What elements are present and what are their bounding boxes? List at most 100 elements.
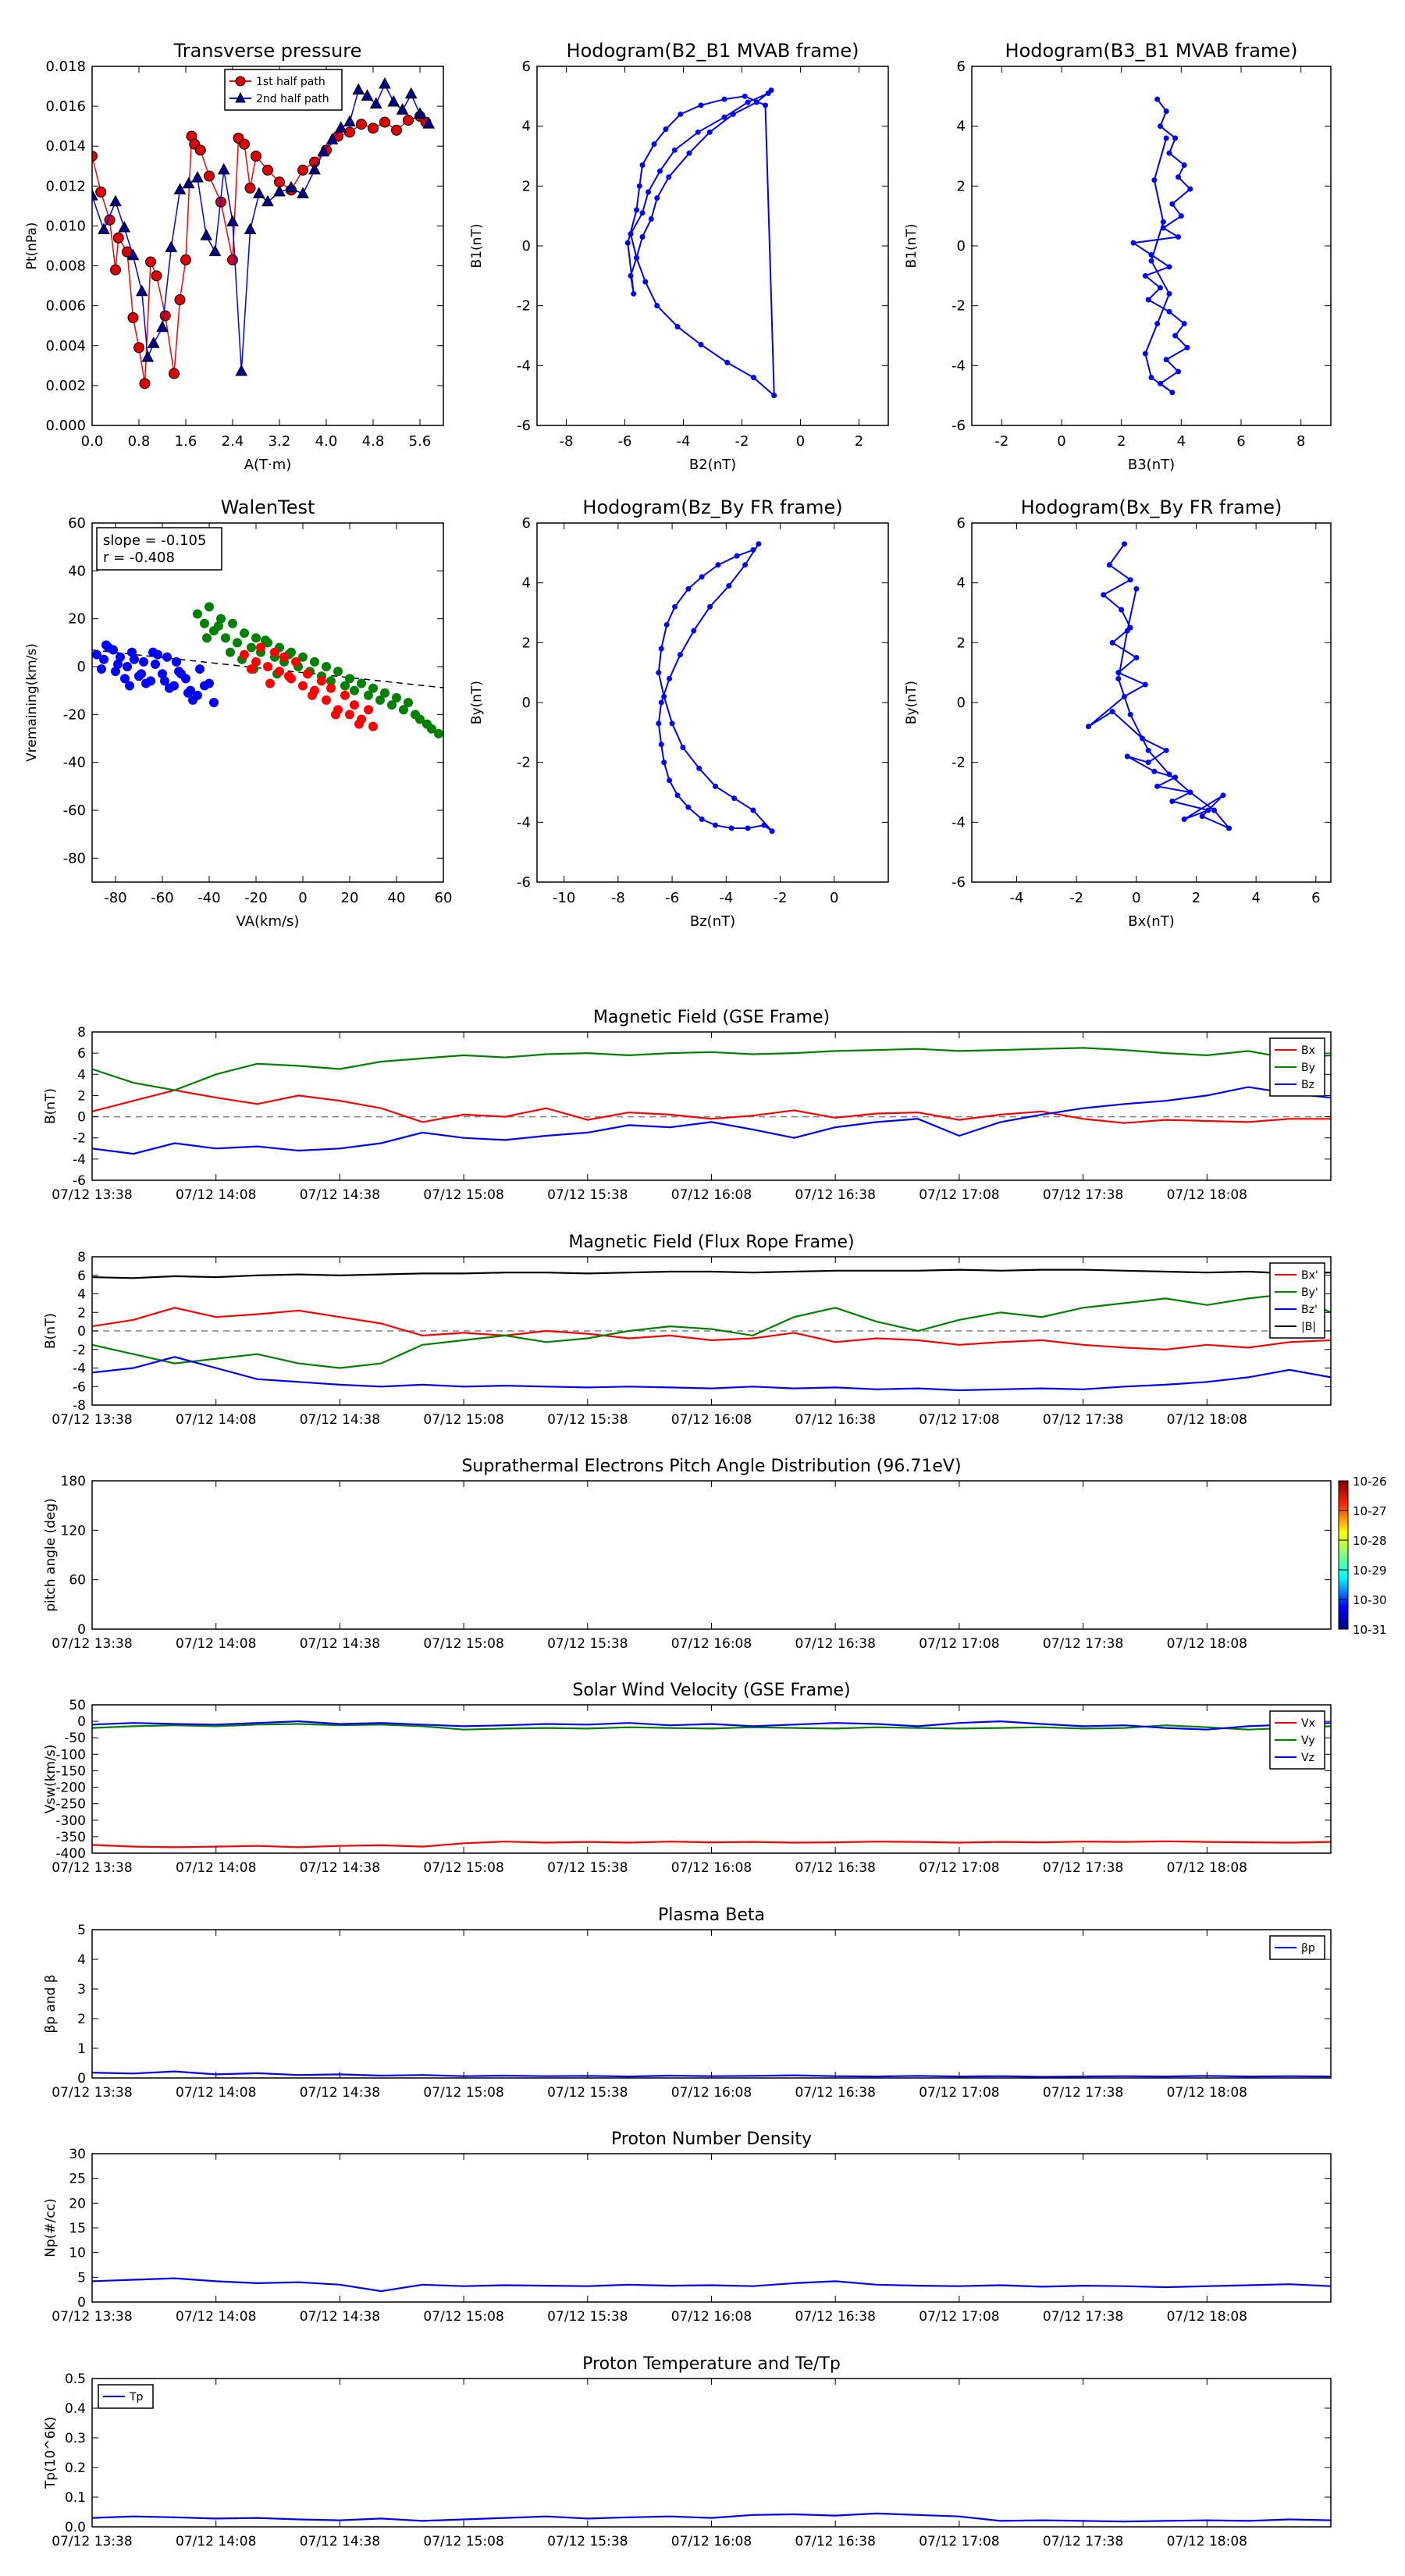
data-point: [247, 664, 256, 674]
y-tick-label: 2: [522, 178, 531, 194]
data-point: [379, 76, 391, 89]
y-tick-label: -150: [55, 1763, 86, 1779]
data-point: [298, 652, 308, 662]
data-point: [642, 279, 649, 285]
data-point: [322, 662, 331, 671]
x-tick-label: 07/12 13:38: [52, 1412, 132, 1428]
data-point: [364, 690, 373, 700]
panel-b_fr: Magnetic Field (Flux Rope Frame) 07/12 13…: [43, 1233, 1332, 1428]
y-tick-label: 0: [77, 659, 86, 675]
chart-title: Solar Wind Velocity (GSE Frame): [572, 1681, 850, 1700]
data-point: [151, 270, 162, 282]
data-point: [202, 633, 212, 643]
plot-area: [92, 1047, 1331, 1155]
data-point: [92, 189, 98, 201]
data-point: [1163, 747, 1169, 753]
series-line: [92, 116, 427, 384]
y-tick-label: -80: [63, 850, 86, 866]
axes-frame: [536, 522, 889, 883]
y-tick-label: 0.0: [65, 2520, 86, 2535]
data-point: [334, 121, 347, 133]
data-point: [200, 229, 213, 240]
y-tick-label: -2: [73, 1343, 86, 1358]
series-line: [92, 1307, 1331, 1350]
data-point: [1187, 186, 1193, 192]
data-point: [753, 99, 759, 105]
legend-label: βp: [1301, 1942, 1315, 1955]
data-point: [101, 640, 111, 650]
y-tick-label: 4: [957, 575, 966, 592]
data-point: [331, 710, 340, 720]
x-tick-label: 07/12 14:08: [176, 1412, 256, 1428]
x-tick-label: 07/12 15:38: [547, 1860, 628, 1876]
y-tick-label: 0: [522, 238, 531, 254]
data-point: [1169, 799, 1176, 804]
data-point: [1166, 264, 1172, 270]
y-tick-label: -8: [73, 1398, 86, 1414]
data-point: [1163, 109, 1169, 114]
y-tick-label: 50: [69, 1698, 86, 1713]
data-point: [1086, 724, 1091, 730]
data-point: [1163, 135, 1169, 141]
data-point: [208, 244, 222, 257]
y-tick-label: 0.000: [45, 418, 86, 434]
legend-label: Bz: [1301, 1079, 1314, 1091]
data-point: [1127, 577, 1133, 583]
axes-frame: [91, 66, 444, 426]
data-point: [244, 222, 257, 235]
y-tick-label: 1: [77, 2041, 86, 2057]
legend-marker: [235, 76, 246, 87]
x-tick-label: -4: [719, 890, 733, 906]
data-point: [92, 649, 101, 660]
data-point: [133, 342, 144, 354]
y-tick-label: 0.010: [45, 218, 86, 234]
x-tick-label: 0: [1132, 890, 1140, 906]
x-tick-label: 07/12 16:08: [671, 2534, 752, 2549]
y-tick-label: 0.5: [65, 2371, 86, 2387]
data-point: [656, 670, 662, 676]
data-point: [1205, 807, 1211, 813]
plot-area: [92, 1720, 1331, 1848]
x-tick-label: -6: [665, 890, 679, 906]
data-point: [297, 164, 308, 176]
data-point: [239, 138, 250, 150]
data-point: [636, 183, 642, 189]
x-tick-label: 07/12 16:08: [671, 1860, 752, 1876]
colorbar: [1338, 1480, 1349, 1630]
data-point: [639, 162, 646, 168]
x-tick-label: 0: [796, 433, 805, 450]
data-point: [1220, 792, 1226, 799]
y-tick-label: 2: [957, 178, 966, 194]
data-point: [756, 541, 762, 547]
x-tick-label: 07/12 18:08: [1167, 1187, 1247, 1203]
data-point: [354, 719, 364, 729]
axes-frame: [91, 522, 444, 883]
data-point: [674, 324, 681, 329]
data-point: [1172, 774, 1179, 781]
series-line: [92, 1723, 1331, 1731]
data-point: [159, 310, 171, 322]
data-point: [361, 89, 374, 101]
data-point: [1226, 825, 1232, 831]
x-tick-label: 07/12 14:08: [176, 1860, 256, 1876]
data-point: [1109, 639, 1115, 646]
y-tick-label: 0.4: [65, 2401, 86, 2417]
panel-pt: Transverse pressure 0.0 0.8 1.6 2.4 3.2 4.0 4.8…: [24, 40, 444, 473]
chart-title: Suprathermal Electrons Pitch Angle Distr…: [461, 1457, 961, 1476]
data-point: [130, 654, 139, 664]
x-tick-label: 07/12 16:38: [795, 2309, 876, 2325]
data-point: [308, 162, 321, 175]
x-tick-label: 07/12 14:08: [176, 2309, 256, 2325]
data-point: [1124, 753, 1130, 760]
panel-beta: Plasma Beta 07/12 13:38 07/12 14:08 07/12 1…: [43, 1905, 1332, 2101]
chart-title: Proton Temperature and Te/Tp: [582, 2354, 841, 2374]
data-point: [380, 688, 389, 698]
y-tick-label: -4: [951, 358, 966, 374]
data-point: [261, 194, 274, 207]
data-point: [1199, 813, 1205, 820]
data-point: [1166, 290, 1172, 297]
data-point: [188, 695, 197, 705]
data-point: [1145, 297, 1151, 303]
x-tick-label: 6: [1311, 890, 1320, 906]
data-point: [109, 194, 122, 207]
